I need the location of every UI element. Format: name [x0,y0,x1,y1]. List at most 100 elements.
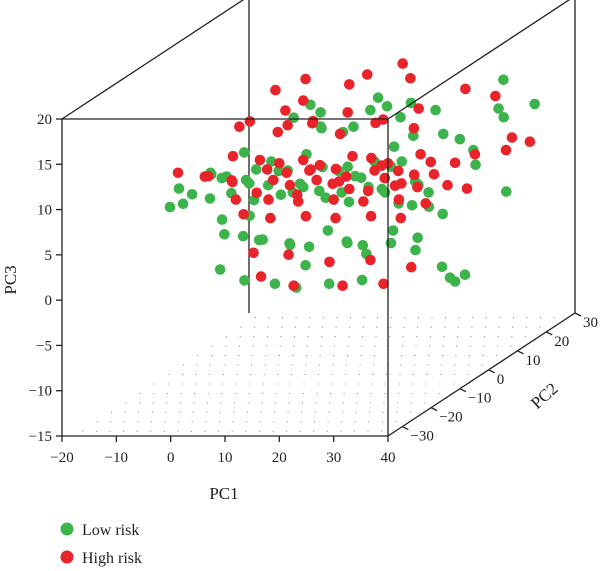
high-risk-point [199,171,211,182]
floor-grid-dot [539,326,541,328]
floor-grid-dot [333,345,336,347]
floor-grid-dot [511,336,513,338]
high-risk-point [234,121,245,132]
low-risk-point [250,164,262,175]
floor-grid-dot [122,430,125,432]
floor-grid-dot [321,326,324,328]
high-risk-point [298,154,309,166]
floor-grid-dot [317,373,320,376]
floor-grid-dot [305,355,308,357]
floor-grid-dot [482,355,484,357]
floor-grid-dot [181,383,183,385]
floor-grid-dot [253,336,255,338]
low-risk-point [294,178,306,190]
floor-grid-dot [138,411,140,413]
high-risk-point [460,83,471,95]
floor-grid-dot [293,336,296,338]
floor-grid-dot [332,364,334,366]
high-risk-point [272,126,284,138]
floor-grid-dot [382,411,384,413]
high-risk-point [358,196,369,207]
floor-grid-dot [356,402,358,404]
floor-grid-dot [334,336,336,338]
data-points [164,58,540,293]
floor-grid-dot [357,392,359,394]
legend-marker-high-risk [60,550,74,564]
high-risk-point [324,256,335,268]
floor-grid-dot [82,430,84,432]
high-risk-point [311,174,323,186]
floor-grid-dot [204,430,206,432]
low-risk-point [239,275,250,286]
floor-grid-dot [358,373,360,376]
low-risk-point [498,74,509,86]
low-risk-point [269,278,281,290]
floor-grid-dot [524,336,527,338]
low-risk-point [323,278,335,290]
floor-grid-dot [414,355,416,357]
floor-grid-dot [344,383,346,385]
floor-grid-dot [424,402,426,404]
low-risk-point [275,189,287,200]
floor-grid-dot [427,364,429,366]
floor-grid-dot [315,402,317,404]
high-risk-point [500,144,512,156]
high-risk-point [490,90,501,102]
low-risk-point [376,183,388,195]
z-tick-label: 5 [45,248,53,264]
floor-grid-dot [196,364,198,366]
box-edge-floor-right [387,312,576,437]
high-risk-point [389,180,401,191]
high-risk-point [328,194,340,205]
floor-grid-dot [299,430,301,432]
high-risk-point [366,152,377,164]
floor-grid-dot [218,421,220,423]
box-edge-top-left [61,0,245,120]
floor-grid-dot [409,411,411,413]
floor-grid-dot [252,345,254,347]
floor-grid-dot [400,364,402,366]
z-tick-label: 15 [37,157,52,173]
floor-grid-dot [526,317,528,319]
floor-grid-dot [456,345,458,347]
low-risk-point [406,200,418,211]
floor-grid-dot [166,402,168,404]
floor-grid-dot [335,326,337,328]
high-risk-point [461,183,473,194]
y-axis-label: PC2 [527,379,561,413]
floor-grid-dot [248,392,250,394]
floor-grid-dot [397,392,399,394]
high-risk-point [405,73,416,84]
floor-grid-dot [153,392,155,394]
floor-grid-dot [218,430,220,432]
floor-grid-dot [313,430,315,432]
high-risk-point [255,271,267,282]
floor-grid-dot [178,421,180,423]
floor-grid-dot [262,383,264,385]
floor-grid-dot [278,355,280,357]
floor-grid-dot [265,355,267,357]
floor-grid-dot [247,402,249,404]
floor-grid-dot [426,373,428,376]
floor-grid-dot [512,326,514,328]
high-risk-point [265,212,276,224]
y-tick-mark [402,425,409,431]
low-risk-point [240,174,252,186]
floor-grid-dot [348,336,350,338]
floor-grid-dot [319,355,321,357]
floor-grid-dot [326,430,328,432]
z-tick-label: 10 [37,203,52,219]
floor-grid-dot [439,383,441,385]
low-risk-point [177,198,189,210]
floor-grid-dot [235,383,237,385]
floor-grid-dot [428,355,430,357]
low-risk-point [498,112,510,123]
floor-grid-dot [191,421,193,423]
low-risk-point [449,276,461,287]
floor-grid-dot [150,430,152,432]
floor-grid-dot [415,345,417,347]
high-risk-point [344,183,355,195]
low-risk-point [529,98,540,110]
low-risk-point [387,225,399,236]
floor-grid-dot [164,421,166,423]
